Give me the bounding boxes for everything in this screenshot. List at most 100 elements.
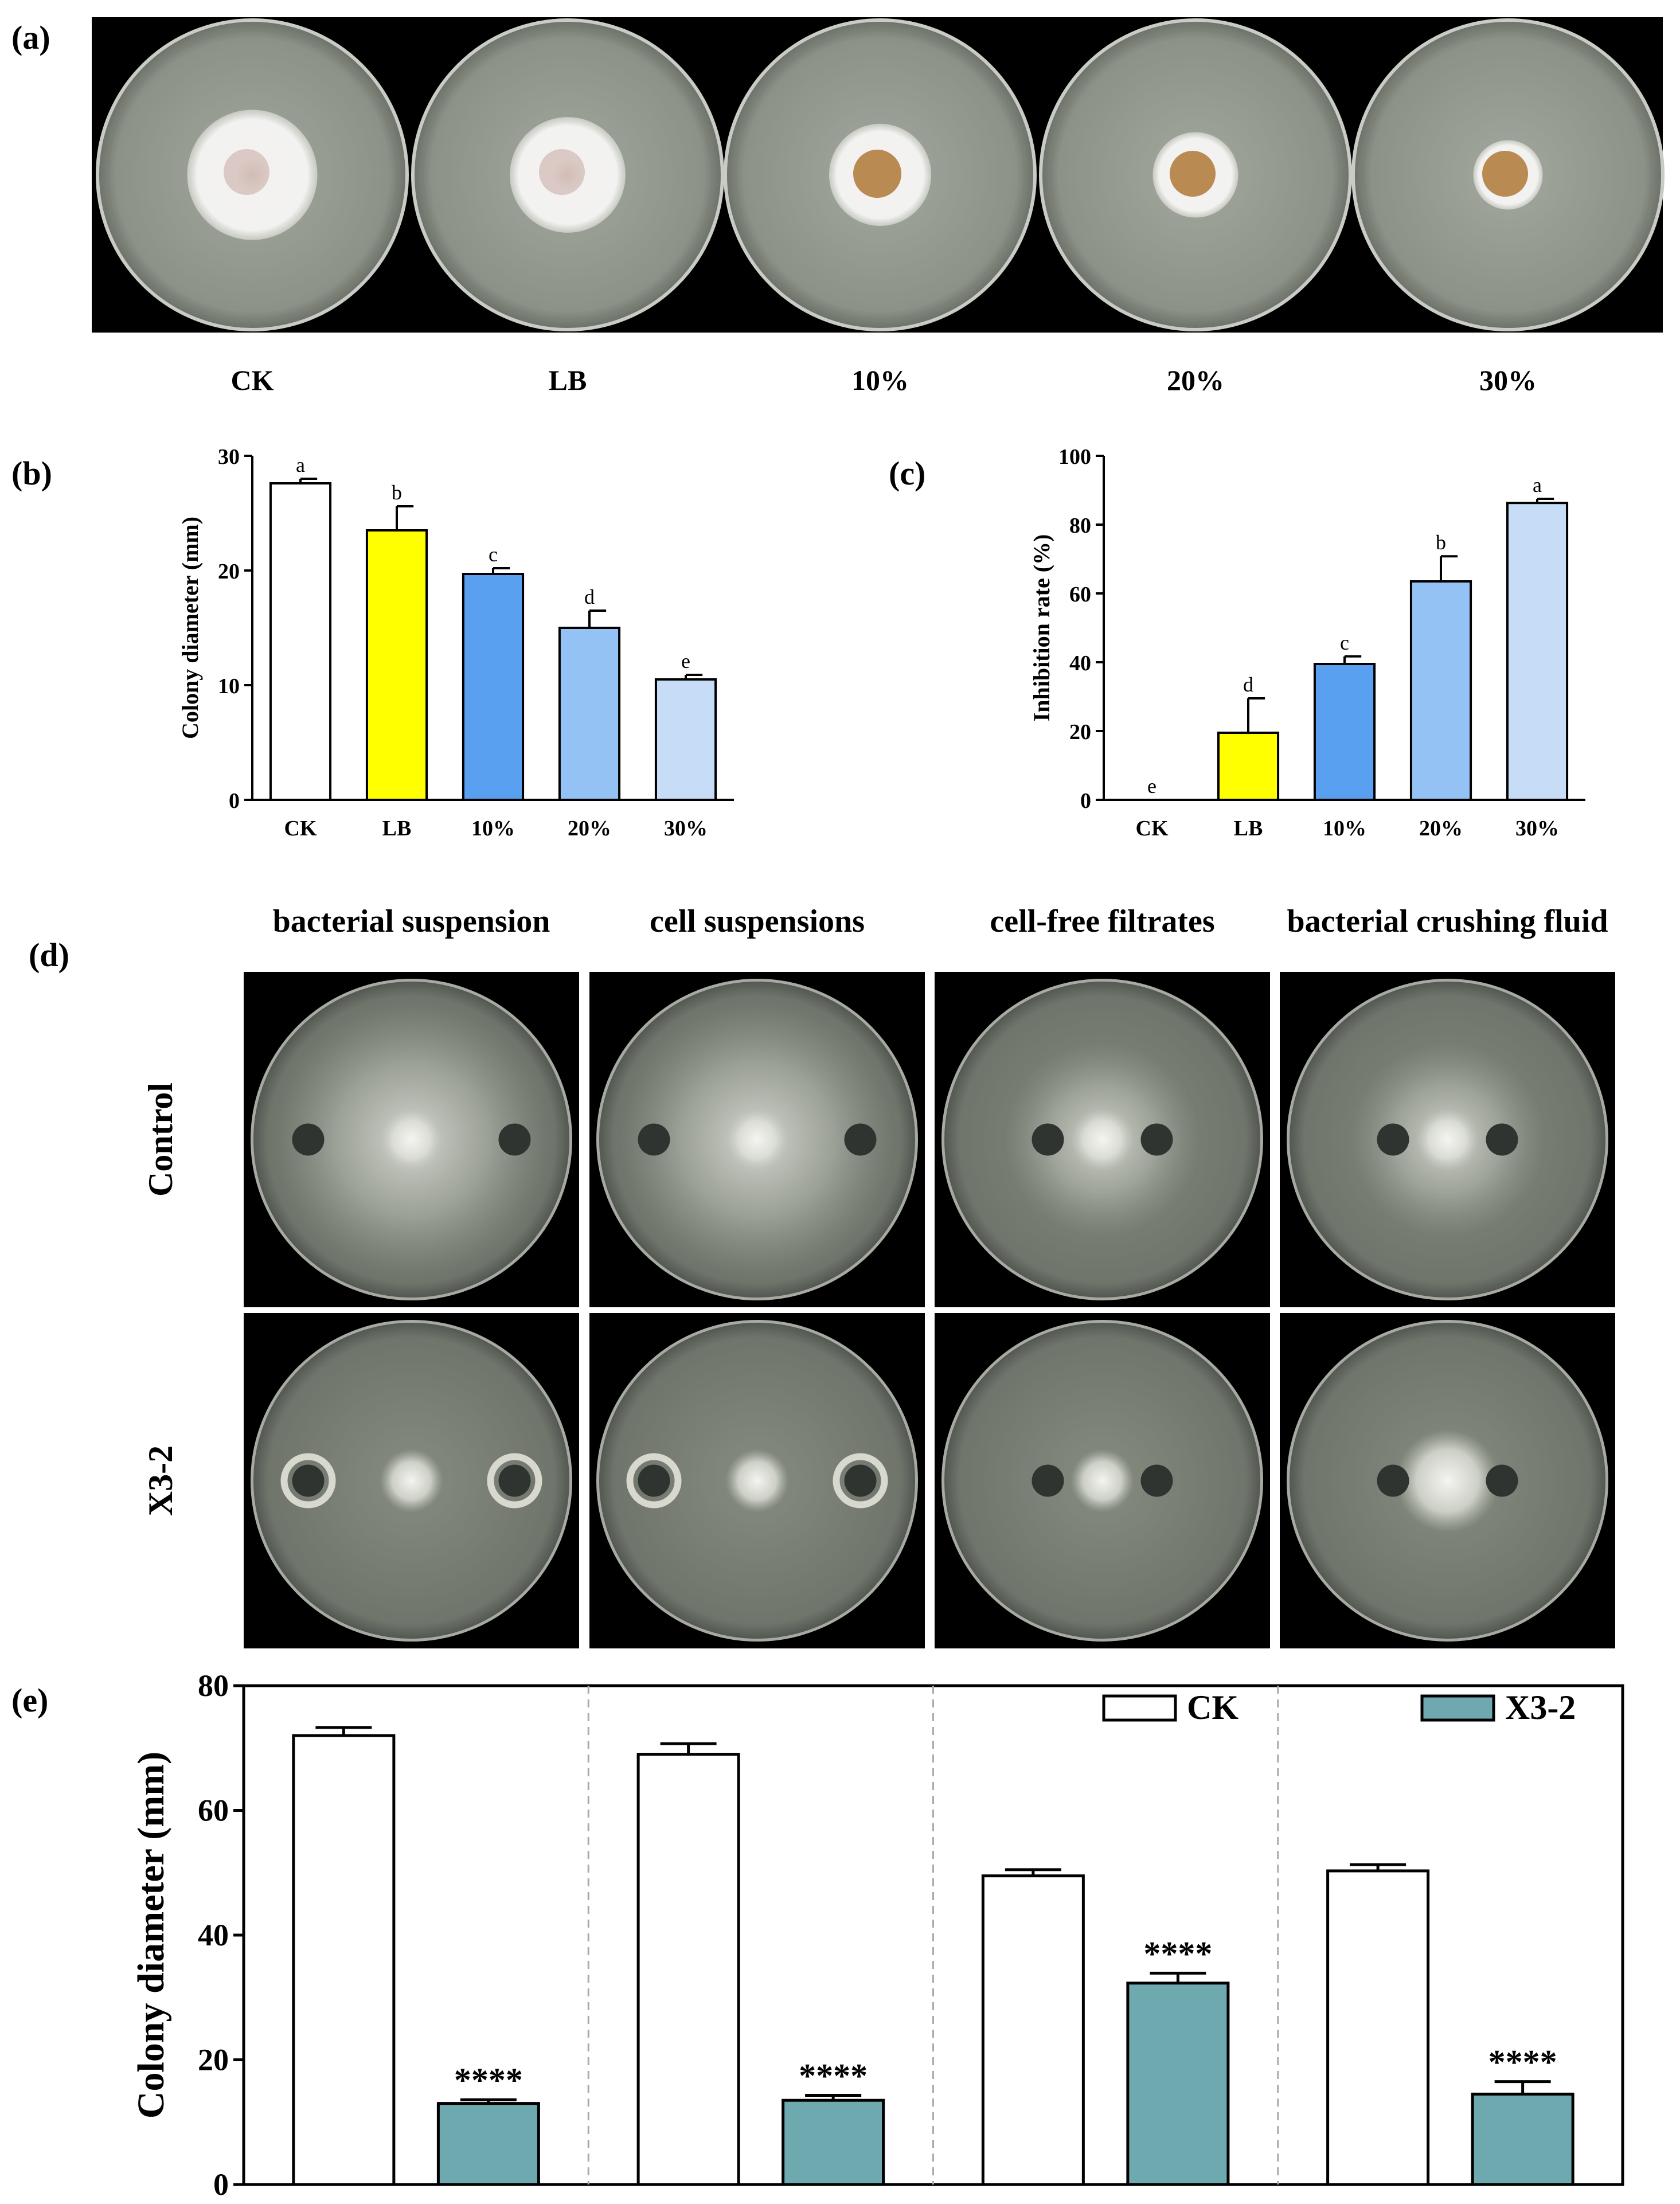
panel-a-photos: [92, 17, 1665, 333]
well: [844, 1464, 877, 1497]
well: [1032, 1123, 1064, 1156]
significance-letter: b: [392, 481, 402, 504]
row-header-0: Control: [142, 1083, 179, 1197]
x-tick-label: 10%: [1323, 816, 1366, 841]
y-tick-label: 0: [1080, 789, 1091, 813]
fungal-plug: [1070, 1449, 1134, 1513]
chart-inhibition-rate-c: 0 20 40 60 80 100 Inhibition rate (%) e CK d LB c 10…: [1029, 445, 1585, 841]
significance-letter: e: [1147, 775, 1157, 798]
x-tick-label: 10%: [471, 816, 515, 841]
inhibition-halo: [487, 1453, 542, 1509]
chart-colony-diameter-b: 0 10 20 30 Colony diameter (mm) a CK b LB c 10% d 20…: [177, 445, 734, 841]
x-tick-label: 30%: [1515, 816, 1559, 841]
y-tick-label: 0: [229, 789, 240, 813]
bar-10%: [1313, 663, 1376, 801]
y-tick-label: 60: [1069, 583, 1091, 607]
y-tick-label: 10: [218, 674, 240, 698]
significance-letter: d: [1243, 673, 1253, 696]
well: [1486, 1123, 1518, 1156]
well: [292, 1464, 325, 1497]
y-tick-label: 30: [218, 445, 240, 469]
panel-label-b: (b): [11, 455, 52, 492]
y-axis-title: Colony diameter (mm): [177, 517, 203, 739]
fungal-plug: [725, 1108, 789, 1171]
legend-label: X3-2: [1505, 1689, 1576, 1726]
inhibition-halo: [280, 1453, 336, 1509]
fungal-plug: [380, 1449, 443, 1513]
y-tick-label: 80: [1069, 514, 1091, 538]
fungal-plug: [1070, 1108, 1134, 1171]
y-tick-label: 40: [198, 1918, 229, 1952]
significance-letter: d: [584, 585, 595, 608]
well: [1032, 1464, 1064, 1497]
legend-swatch: [1102, 1694, 1177, 1722]
inoculum-plug: [1482, 151, 1528, 197]
column-header-1: cell suspensions: [650, 904, 865, 939]
bar-ck: [292, 1734, 396, 2186]
legend-label: CK: [1187, 1689, 1238, 1726]
plate-label-0: CK: [231, 364, 274, 396]
bar-x3-2: [1126, 1982, 1230, 2186]
inhibition-halo: [833, 1453, 888, 1509]
significance-letter: b: [1436, 531, 1446, 554]
well: [638, 1123, 670, 1156]
column-header-0: bacterial suspension: [273, 904, 550, 939]
fungal-plug: [380, 1108, 443, 1171]
significance-letter: a: [296, 454, 305, 476]
significance-letter: c: [1340, 631, 1349, 654]
x-tick-label: CK: [1136, 816, 1169, 841]
significance-mark: ****: [1488, 2043, 1557, 2081]
bar-10%: [462, 573, 525, 801]
bar-30%: [654, 678, 717, 801]
bar-x3-2: [782, 2099, 885, 2186]
bar-CK: [269, 482, 332, 801]
y-tick-label: 20: [1069, 720, 1091, 744]
bar-x3-2: [1471, 2092, 1574, 2186]
x-tick-label: 30%: [664, 816, 708, 841]
y-tick-label: 60: [198, 1793, 229, 1828]
bar-ck: [981, 1874, 1085, 2186]
bar-ck: [1326, 1869, 1430, 2186]
significance-letter: e: [681, 650, 690, 673]
fungal-plug: [1416, 1108, 1479, 1171]
well: [638, 1464, 670, 1497]
inoculum-plug: [853, 150, 901, 198]
y-tick-label: 20: [218, 560, 240, 584]
plate-rim: [422, 29, 713, 321]
well: [1140, 1123, 1173, 1156]
significance-mark: ****: [799, 2057, 868, 2094]
inoculum-plug: [224, 149, 269, 195]
x-tick-label: CK: [284, 816, 317, 841]
significance-mark: ****: [454, 2061, 523, 2099]
x-tick-label: LB: [1234, 816, 1263, 841]
significance-letter: c: [489, 543, 498, 566]
fungal-plug: [1396, 1429, 1499, 1533]
bar-x3-2: [436, 2102, 540, 2186]
inoculum-plug: [539, 149, 585, 195]
column-header-3: bacterial crushing fluid: [1287, 904, 1608, 939]
well: [844, 1123, 877, 1156]
x-tick-label: LB: [382, 816, 412, 841]
y-tick-label: 0: [213, 2167, 229, 2202]
panel-label-d: (d): [29, 936, 69, 974]
y-tick-label: 40: [1069, 651, 1091, 675]
well: [1377, 1464, 1409, 1497]
y-axis-title: Inhibition rate (%): [1029, 534, 1054, 722]
plate-rim: [734, 29, 1026, 321]
chart-colony-diameter-e: 0 20 40 60 80 Colony diameter (mm) **** **** ***…: [130, 1668, 1624, 2202]
column-header-2: cell-free filtrates: [990, 904, 1214, 939]
panel-d-photo-grid: bacterial suspension cell suspensions cell…: [142, 904, 1615, 1648]
legend-swatch: [1420, 1694, 1495, 1722]
well: [498, 1464, 531, 1497]
plate-label-2: 10%: [851, 364, 909, 396]
well: [1377, 1123, 1409, 1156]
plate-rim: [1362, 29, 1654, 321]
bar-LB: [1217, 732, 1280, 801]
y-tick-label: 100: [1058, 445, 1091, 469]
panel-label-c: (c): [889, 455, 925, 492]
plate-rim: [1050, 29, 1341, 321]
y-tick-label: 20: [198, 2043, 229, 2077]
bar-20%: [1409, 580, 1472, 801]
plate-label-4: 30%: [1479, 364, 1537, 396]
